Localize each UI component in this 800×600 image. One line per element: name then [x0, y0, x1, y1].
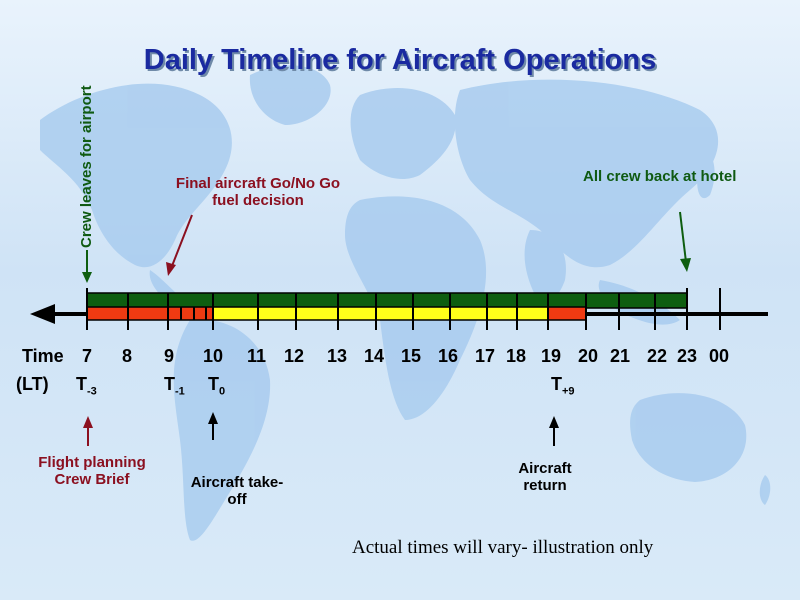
- hour-label: 10: [203, 346, 224, 366]
- hour-label: 13: [327, 346, 348, 366]
- takeoff-label: Aircraft take- off: [190, 474, 284, 508]
- timeline-arrowhead: [30, 304, 55, 324]
- south-america-shape: [173, 319, 271, 541]
- t-minus3-label: T-3: [76, 374, 97, 398]
- europe-shape: [350, 87, 456, 180]
- hour-label: 15: [401, 346, 422, 366]
- flight-bar: [212, 306, 549, 321]
- go-no-go-label: Final aircraft Go/No Go fuel decision: [148, 175, 368, 209]
- new-zealand-shape: [759, 475, 771, 505]
- takeoff-arrow: [208, 412, 218, 440]
- hour-ticks: [86, 288, 721, 330]
- go-no-go-line2: fuel decision: [212, 192, 304, 209]
- hour-label: 22: [647, 346, 668, 366]
- asia-shape: [454, 79, 719, 268]
- crew-duty-bar: [86, 292, 688, 309]
- hour-label: 21: [610, 346, 631, 366]
- hour-label: 23: [677, 346, 698, 366]
- hour-label: 8: [122, 346, 133, 366]
- hour-label: 9: [164, 346, 175, 366]
- india-shape: [524, 230, 566, 303]
- t-minus1-label: T-1: [164, 374, 185, 398]
- t-zero-label: T0: [208, 374, 226, 398]
- go-no-go-arrow: [166, 214, 193, 276]
- hour-label: 19: [541, 346, 562, 366]
- australia-shape: [630, 393, 747, 482]
- go-no-go-line1: Final aircraft Go/No Go: [175, 175, 341, 192]
- hour-label: 7: [82, 346, 93, 366]
- flight-planning-label: Flight planning Crew Brief: [38, 454, 146, 488]
- footnote: Actual times will vary- illustration onl…: [352, 537, 654, 558]
- hour-label: 11: [247, 346, 267, 366]
- axis-label-lt: (LT): [16, 374, 49, 394]
- axis-label-time: Time: [22, 346, 64, 366]
- crew-back-label: All crew back at hotel: [583, 168, 737, 185]
- hour-label: 16: [438, 346, 459, 366]
- crew-leaves-arrow: [82, 250, 92, 283]
- flight-planning-arrow: [83, 416, 93, 446]
- return-bar: [547, 306, 587, 321]
- hour-label: 14: [364, 346, 385, 366]
- crew-leaves-label: Crew leaves for airport: [78, 85, 95, 248]
- page-title: Daily Timeline for Aircraft Operations: [143, 44, 657, 76]
- hour-label: 12: [284, 346, 305, 366]
- return-arrow: [549, 416, 559, 446]
- hour-label: 00: [709, 346, 730, 366]
- return-label: Aircraft return: [518, 460, 572, 494]
- north-america-shape: [40, 83, 232, 268]
- greenland-shape: [249, 65, 331, 125]
- hour-label: 18: [506, 346, 527, 366]
- hour-label: 17: [475, 346, 496, 366]
- hour-label: 20: [578, 346, 599, 366]
- japan-shape: [697, 150, 715, 199]
- crew-back-arrow: [679, 211, 691, 272]
- t-plus9-label: T+9: [551, 374, 575, 398]
